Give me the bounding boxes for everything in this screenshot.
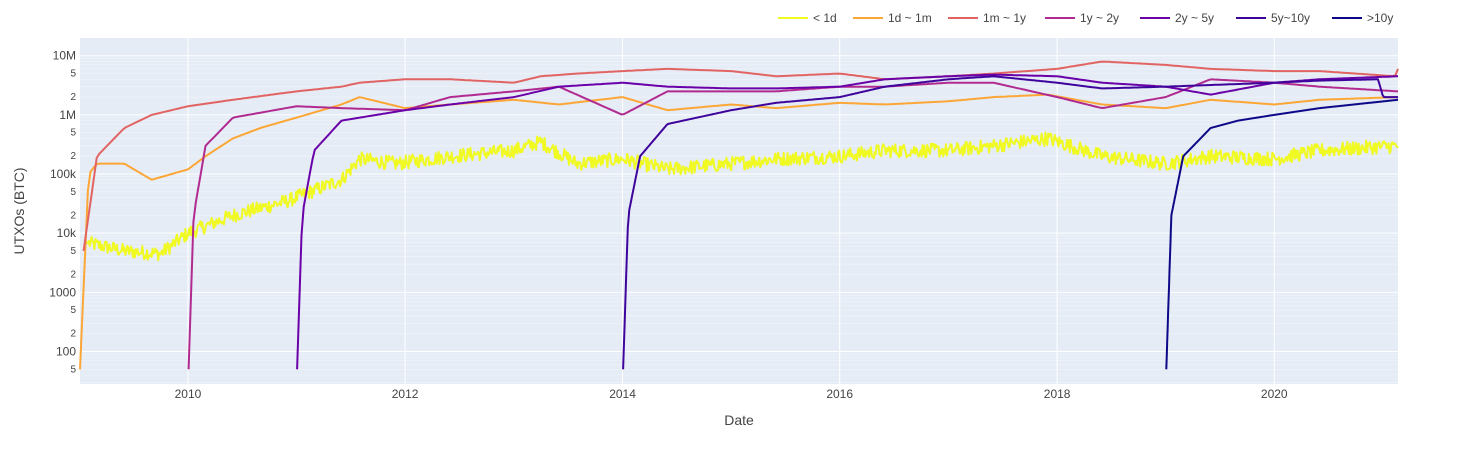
y-minor-tick-label: 5 xyxy=(70,128,76,139)
y-tick-label: 10M xyxy=(53,49,76,63)
y-minor-tick-label: 5 xyxy=(70,246,76,257)
x-tick-label: 2018 xyxy=(1044,387,1071,401)
y-axis-title: UTXOs (BTC) xyxy=(11,167,27,254)
y-minor-tick-label: 2 xyxy=(70,210,76,221)
x-tick-label: 2016 xyxy=(826,387,853,401)
legend-item[interactable]: < 1d xyxy=(778,11,837,25)
y-minor-tick-label: 5 xyxy=(70,187,76,198)
y-tick-label: 10k xyxy=(57,226,77,240)
series-line-1d-1m[interactable] xyxy=(79,93,1399,370)
legend-item[interactable]: 1d ~ 1m xyxy=(853,11,932,25)
y-minor-tick-label: 5 xyxy=(70,69,76,80)
x-tick-label: 2012 xyxy=(392,387,419,401)
x-tick-label: 2010 xyxy=(175,387,202,401)
series-line-2y-5y[interactable] xyxy=(296,73,1398,370)
series-line--1d[interactable] xyxy=(84,131,1399,262)
y-tick-label: 1000 xyxy=(49,285,76,299)
legend-label: 1m ~ 1y xyxy=(983,11,1026,25)
legend: < 1d 1d ~ 1m 1m ~ 1y 1y ~ 2y 2y ~ 5y 5y~10y >1… xyxy=(778,11,1393,25)
y-minor-tick-label: 2 xyxy=(70,151,76,162)
y-minor-tick-label: 2 xyxy=(70,270,76,281)
legend-label: 1y ~ 2y xyxy=(1080,11,1119,25)
x-tick-label: 2020 xyxy=(1261,387,1288,401)
series-line-1m-1y[interactable] xyxy=(82,60,1399,252)
legend-item[interactable]: 1y ~ 2y xyxy=(1045,11,1119,25)
series-layer xyxy=(79,60,1399,370)
legend-item[interactable]: >10y xyxy=(1332,11,1393,25)
y-tick-label: 1M xyxy=(59,108,76,122)
legend-label: 1d ~ 1m xyxy=(888,11,932,25)
y-minor-tick-label: 5 xyxy=(70,364,76,375)
y-minor-tick-label: 2 xyxy=(70,329,76,340)
legend-item[interactable]: 2y ~ 5y xyxy=(1140,11,1214,25)
legend-item[interactable]: 1m ~ 1y xyxy=(948,11,1026,25)
y-tick-label: 100 xyxy=(56,344,76,358)
series-line--10y[interactable] xyxy=(1165,98,1399,370)
x-axis-title: Date xyxy=(724,412,754,428)
y-minor-tick-label: 2 xyxy=(70,92,76,103)
series-line-5y-10y[interactable] xyxy=(622,75,1398,370)
y-minor-tick-label: 5 xyxy=(70,305,76,316)
legend-label: 2y ~ 5y xyxy=(1175,11,1214,25)
plot-area xyxy=(80,38,1398,384)
x-axis: 2010 2012 2014 2016 2018 2020 xyxy=(175,387,1288,401)
x-tick-label: 2014 xyxy=(609,387,636,401)
legend-label: 5y~10y xyxy=(1271,11,1310,25)
legend-item[interactable]: 5y~10y xyxy=(1236,11,1310,25)
y-axis: 5 2 5 2 5 2 5 2 5 2 5 100 1000 10k 100k 1M 10M xyxy=(49,49,77,376)
y-tick-label: 100k xyxy=(50,167,77,181)
legend-label: < 1d xyxy=(813,11,837,25)
legend-label: >10y xyxy=(1367,11,1393,25)
